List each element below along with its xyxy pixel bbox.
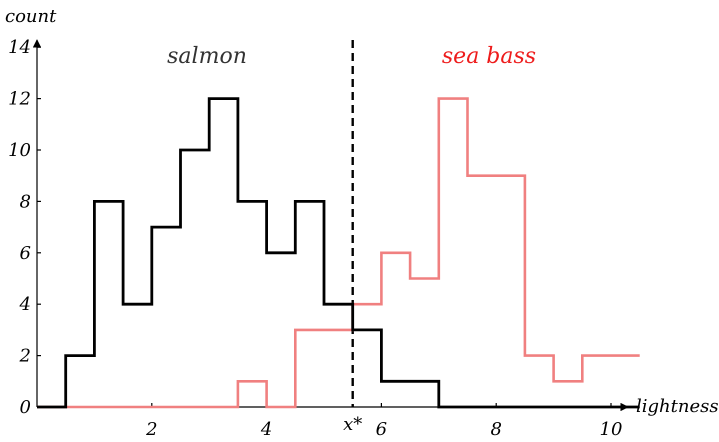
x-tick-label: 2 bbox=[145, 419, 157, 440]
x-axis-title: lightness bbox=[636, 396, 719, 417]
y-tick-label: 6 bbox=[20, 243, 31, 264]
x-tick-label: 6 bbox=[376, 419, 387, 440]
y-tick-label: 12 bbox=[8, 89, 31, 110]
y-tick-label: 14 bbox=[8, 37, 31, 58]
threshold-label: x* bbox=[343, 414, 362, 435]
y-tick-label: 4 bbox=[19, 294, 31, 315]
y-axis-title: count bbox=[5, 6, 57, 27]
series-line-sea-bass bbox=[37, 97, 640, 409]
y-tick-label: 2 bbox=[19, 346, 31, 367]
tick-labels: 2 4 6 8 10 0 2 4 6 8 10 12 14 count lightness x* bbox=[5, 6, 719, 440]
x-tick-label: 4 bbox=[260, 419, 272, 440]
series-labels: salmon sea bass bbox=[167, 44, 536, 69]
axes bbox=[32, 39, 629, 412]
series-label-salmon: salmon bbox=[167, 44, 247, 69]
series-lines bbox=[37, 97, 640, 409]
series-label-sea-bass: sea bass bbox=[442, 44, 536, 69]
y-tick-label: 10 bbox=[8, 140, 31, 161]
x-tick-label: 10 bbox=[600, 419, 623, 440]
x-tick-label: 8 bbox=[490, 419, 501, 440]
y-tick-label: 8 bbox=[20, 191, 31, 212]
y-tick-label: 0 bbox=[20, 397, 31, 418]
series-line-salmon bbox=[37, 97, 640, 409]
